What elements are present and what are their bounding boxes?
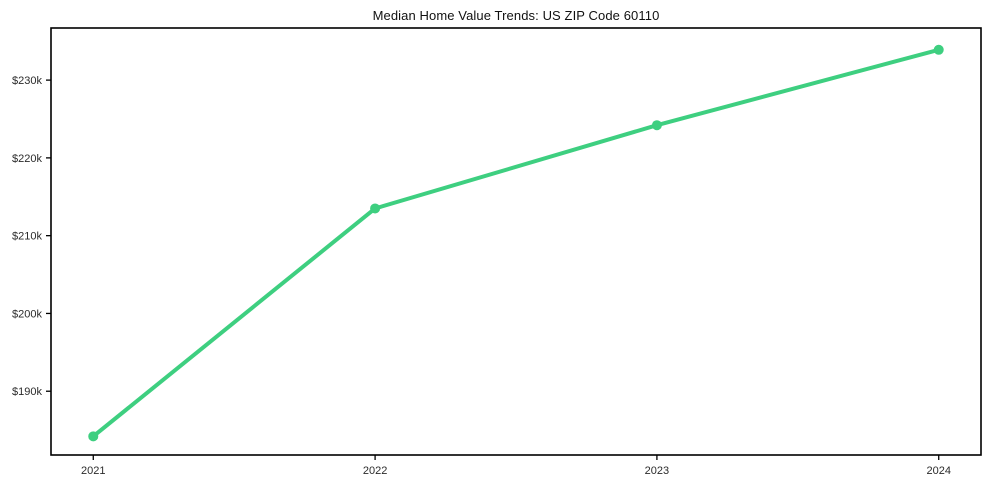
x-tick-label: 2021	[81, 465, 105, 477]
trend-line	[91, 47, 941, 439]
y-tick-label: $200k	[12, 308, 42, 320]
x-tick-label: 2024	[926, 465, 950, 477]
x-tick-label: 2022	[363, 465, 387, 477]
data-point-marker	[370, 203, 381, 214]
y-tick-label: $190k	[12, 386, 42, 398]
plot-frame	[50, 27, 982, 456]
y-tick-label: $230k	[12, 75, 42, 87]
data-point-marker	[933, 44, 944, 55]
data-point-marker	[651, 120, 662, 131]
y-tick-label: $210k	[12, 231, 42, 243]
x-tick-label: 2023	[645, 465, 669, 477]
y-tick-label: $220k	[12, 153, 42, 165]
data-point-marker	[88, 431, 99, 442]
chart-title: Median Home Value Trends: US ZIP Code 60…	[372, 8, 660, 23]
